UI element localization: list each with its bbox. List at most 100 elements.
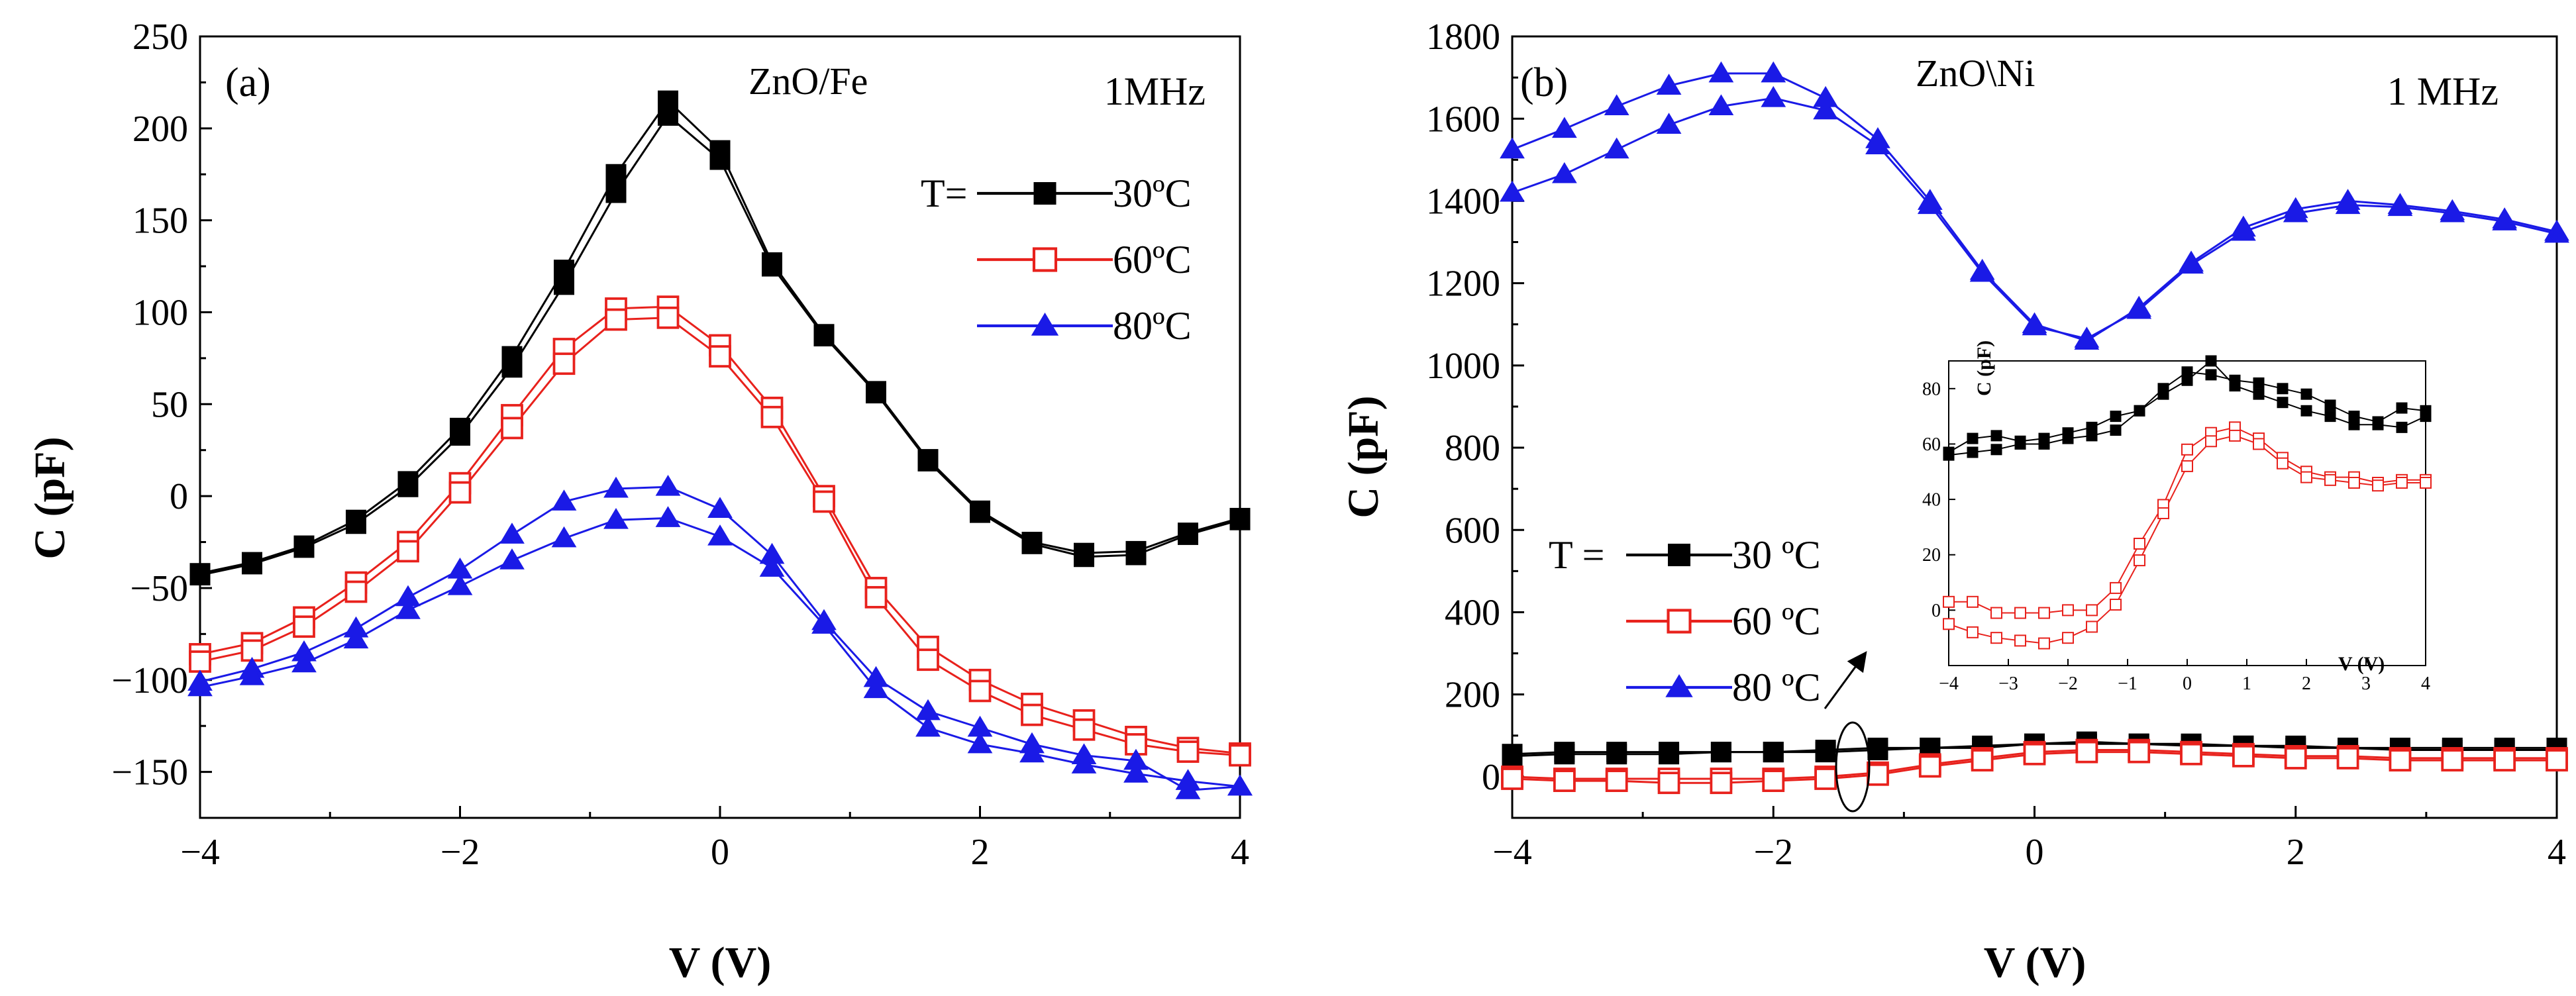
- panel-a-series-2-point: [1175, 769, 1201, 790]
- inset-x-tick-label: 4: [2421, 673, 2430, 694]
- panel-a-series-2-point: [707, 497, 733, 518]
- inset-pointer-arrow: [1824, 651, 1867, 709]
- inset-series-1-point: [2086, 621, 2098, 633]
- panel-a-x-tick-label: 4: [1231, 832, 1249, 873]
- panel-b-series-2-point: [1500, 180, 1525, 202]
- panel-b-series-0-point: [1554, 744, 1575, 765]
- inset-series-0-point: [1990, 430, 2002, 442]
- panel-b-series-1-point: [2284, 747, 2307, 770]
- inset-series-1-point: [2157, 507, 2169, 519]
- panel-a-series-2-point: [499, 523, 525, 544]
- panel-a-series-2-point: [1123, 762, 1149, 783]
- panel-a-series-2-point: [707, 524, 733, 546]
- panel-a-series-1-point: [760, 405, 784, 428]
- panel-a-series-1-point: [1072, 718, 1096, 741]
- panel-a-material: ZnO/Fe: [748, 60, 868, 103]
- inset-series-0: [1943, 355, 2432, 461]
- inset-series-1: [1943, 421, 2432, 650]
- panel-b-y-tick-label: 1400: [1426, 181, 1500, 222]
- inset-series-0-point: [2038, 438, 2050, 450]
- panel-b-x-tick-label: 2: [2287, 832, 2305, 873]
- panel-a-y-tick-label: 50: [151, 384, 188, 425]
- panel-a-series-2-point: [1071, 752, 1097, 773]
- panel-b-series-1-point: [1971, 749, 1994, 772]
- panel-a-series-2-point: [655, 475, 681, 496]
- inset-x-tick-label: −4: [1939, 673, 1959, 694]
- panel-a-series-1-point: [344, 580, 368, 603]
- inset-y-tick-label: 0: [1932, 601, 1941, 621]
- panel-a-series-0-point: [501, 357, 523, 378]
- panel-b-series-2-point: [1656, 74, 1682, 95]
- inset-series-1-point: [2300, 471, 2312, 483]
- inset-series-0-point: [2110, 424, 2122, 436]
- panel-a-series-1-point: [968, 679, 992, 703]
- inset-x-tick-label: 1: [2242, 673, 2251, 694]
- panel-a-series-1: [189, 295, 1251, 767]
- panel-b-series-2-point: [1761, 85, 1786, 107]
- panel-a-series-2-point: [499, 548, 525, 570]
- panel-a-y-tick-label: 150: [132, 201, 188, 242]
- panel-b-series-2-point: [1761, 61, 1786, 83]
- panel-a-series-0: [189, 90, 1251, 586]
- panel-b-series-2-point: [1604, 137, 1629, 159]
- panel-b-label: (b): [1520, 60, 1568, 105]
- panel-b-series-1-point: [2180, 742, 2202, 766]
- panel-a-legend-30: 30ºC: [1113, 172, 1192, 215]
- inset-series-0-point: [2253, 377, 2265, 389]
- inset-series-0-point: [2014, 438, 2026, 450]
- panel-a-series-2-point: [811, 613, 837, 634]
- panel-a-series-2-point: [239, 664, 265, 685]
- panel-a-series-1-point: [1021, 703, 1043, 726]
- panel-a-series-0-point: [293, 537, 315, 558]
- inset-y-axis-title: C (pF): [1973, 340, 1995, 396]
- panel-b-series-2-point: [1708, 94, 1734, 116]
- inset-series-1-point: [2420, 477, 2432, 489]
- panel-a-series-0-point: [397, 476, 419, 497]
- inset-series-1-point: [2396, 477, 2408, 489]
- panel-a-series-1-point: [709, 345, 731, 368]
- panel-a-series-2-point: [551, 489, 577, 511]
- inset-series-1-point: [1943, 595, 1955, 608]
- panel-a-y-axis-title: C (pF): [26, 436, 74, 559]
- inset-series-1-point: [2205, 435, 2217, 448]
- panel-b-series-2-point: [1656, 113, 1682, 134]
- panel-b-series-1-point: [2075, 740, 2098, 764]
- panel-a-series-0-point: [605, 164, 627, 185]
- inset-x-tick-label: 0: [2183, 673, 2192, 694]
- inset-series-0-point: [2420, 411, 2432, 423]
- inset-series-1-point: [2038, 607, 2050, 619]
- inset-series-0-point: [2229, 380, 2241, 392]
- panel-b-series-1-point: [1762, 770, 1785, 792]
- inset-series-1-point: [2324, 473, 2336, 486]
- panel-b-y-tick-label: 1600: [1426, 99, 1500, 140]
- inset-series-0-point: [2324, 399, 2336, 411]
- inset-y-tick-label: 20: [1922, 545, 1941, 566]
- panel-a-y-tick-label: 100: [132, 293, 188, 334]
- panel-a-series-1-point: [448, 481, 472, 504]
- panel-a-series-0-point: [1125, 544, 1147, 566]
- panel-a-series-0-point: [242, 554, 262, 575]
- panel-b-series-1-point: [2232, 744, 2255, 768]
- inset-series-0-point: [2157, 388, 2169, 400]
- panel-b-series-2-point: [1604, 94, 1629, 116]
- panel-a-series-1-point: [189, 650, 211, 673]
- panel-b-x-tick-label: −4: [1492, 832, 1532, 873]
- panel-a-series-2-point: [863, 677, 889, 699]
- panel-b-series-2-point: [1865, 133, 1890, 155]
- panel-b-y-tick-label: 1200: [1426, 264, 1500, 305]
- inset-series-0-point: [2324, 411, 2336, 423]
- panel-a-frequency: 1MHz: [1104, 70, 1206, 113]
- panel-b-series-1-point: [1553, 770, 1576, 792]
- panel-a-y-tick-label: −100: [111, 660, 188, 701]
- panel-a-series-0-point: [554, 274, 574, 295]
- panel-a-series-2: [187, 475, 1253, 799]
- panel-a-series-0-point: [762, 256, 782, 277]
- panel-a-series-2-point: [967, 732, 993, 754]
- panel-b-series-0-point: [1815, 742, 1836, 763]
- panel-a-series-1-point: [501, 417, 523, 440]
- panel-b-y-tick-label: 0: [1482, 757, 1500, 798]
- chart-panel-a: −4 −2 0 2 4 −150 −100 −50 0 50 100 150 200 250: [111, 17, 1253, 873]
- inset-region-ellipse: [1835, 721, 1871, 813]
- panel-a-series-0-point: [813, 326, 835, 347]
